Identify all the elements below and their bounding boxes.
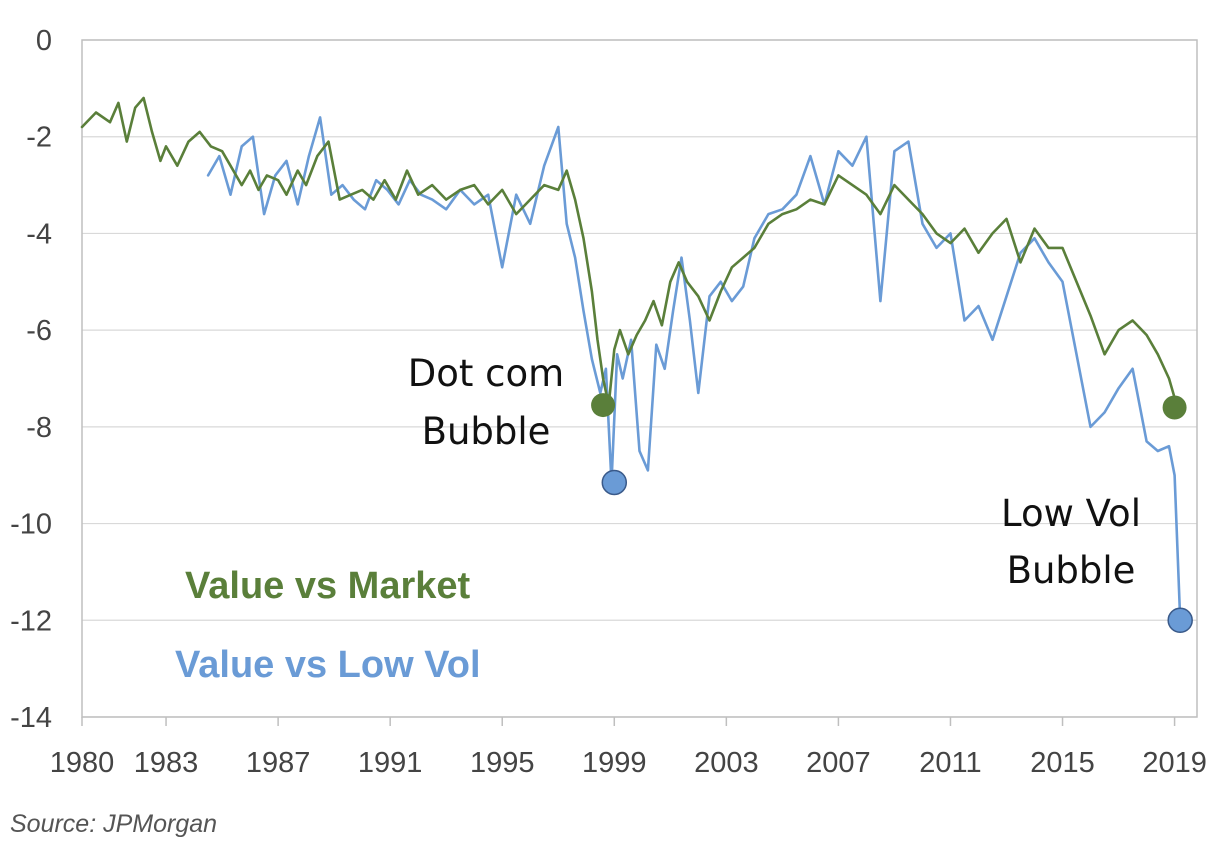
y-tick-label: 0 (36, 25, 52, 57)
marker-value-vs-low-vol (601, 469, 628, 496)
y-tick-label: -10 (10, 509, 52, 541)
annotation-dotcom-line2: Bubble (422, 410, 551, 453)
legend-value-vs-market: Value vs Market (185, 565, 471, 607)
plot-frame (81, 39, 1198, 718)
y-tick-label: -6 (26, 315, 52, 347)
x-tick-label: 1980 (50, 747, 115, 779)
legend-value-vs-low-vol: Value vs Low Vol (175, 644, 481, 686)
x-tick-label: 2007 (806, 747, 871, 779)
y-tick-label: -2 (26, 122, 52, 154)
x-tick-label: 2003 (694, 747, 759, 779)
x-tick-label: 1995 (470, 747, 535, 779)
annotation-dotcom-line1: Dot com (408, 352, 564, 395)
series-lines (80, 96, 1182, 622)
x-tick-label: 2015 (1030, 747, 1095, 779)
x-tick-label: 2019 (1142, 747, 1207, 779)
y-axis: 0 -2 -4 -6 -8 -10 -12 -14 (10, 25, 52, 734)
marker-value-vs-low-vol (1167, 607, 1193, 634)
y-tick-label: -4 (26, 218, 52, 250)
x-axis: 1980 1983 1987 1991 1995 1999 2003 2007 2011 2015… (50, 717, 1207, 779)
highlight-markers (591, 393, 1193, 634)
marker-value-vs-market (591, 393, 616, 418)
y-tick-label: -14 (10, 702, 52, 734)
series-value-vs-low-vol (206, 116, 1182, 622)
gridlines (82, 39, 1197, 718)
x-tick-label: 1983 (134, 747, 199, 779)
x-tick-label: 1987 (246, 747, 311, 779)
x-tick-label: 1999 (582, 747, 647, 779)
source-note: Source: JPMorgan (10, 810, 218, 838)
x-tick-label: 2011 (919, 747, 981, 779)
y-tick-label: -8 (26, 412, 52, 444)
x-tick-label: 1991 (358, 747, 423, 779)
annotation-lowvol-line1: Low Vol (1001, 492, 1141, 535)
y-tick-label: -12 (10, 605, 52, 637)
annotation-lowvol-line2: Bubble (1007, 549, 1136, 592)
marker-value-vs-market (1162, 395, 1187, 420)
series-value-vs-market (80, 96, 1182, 409)
